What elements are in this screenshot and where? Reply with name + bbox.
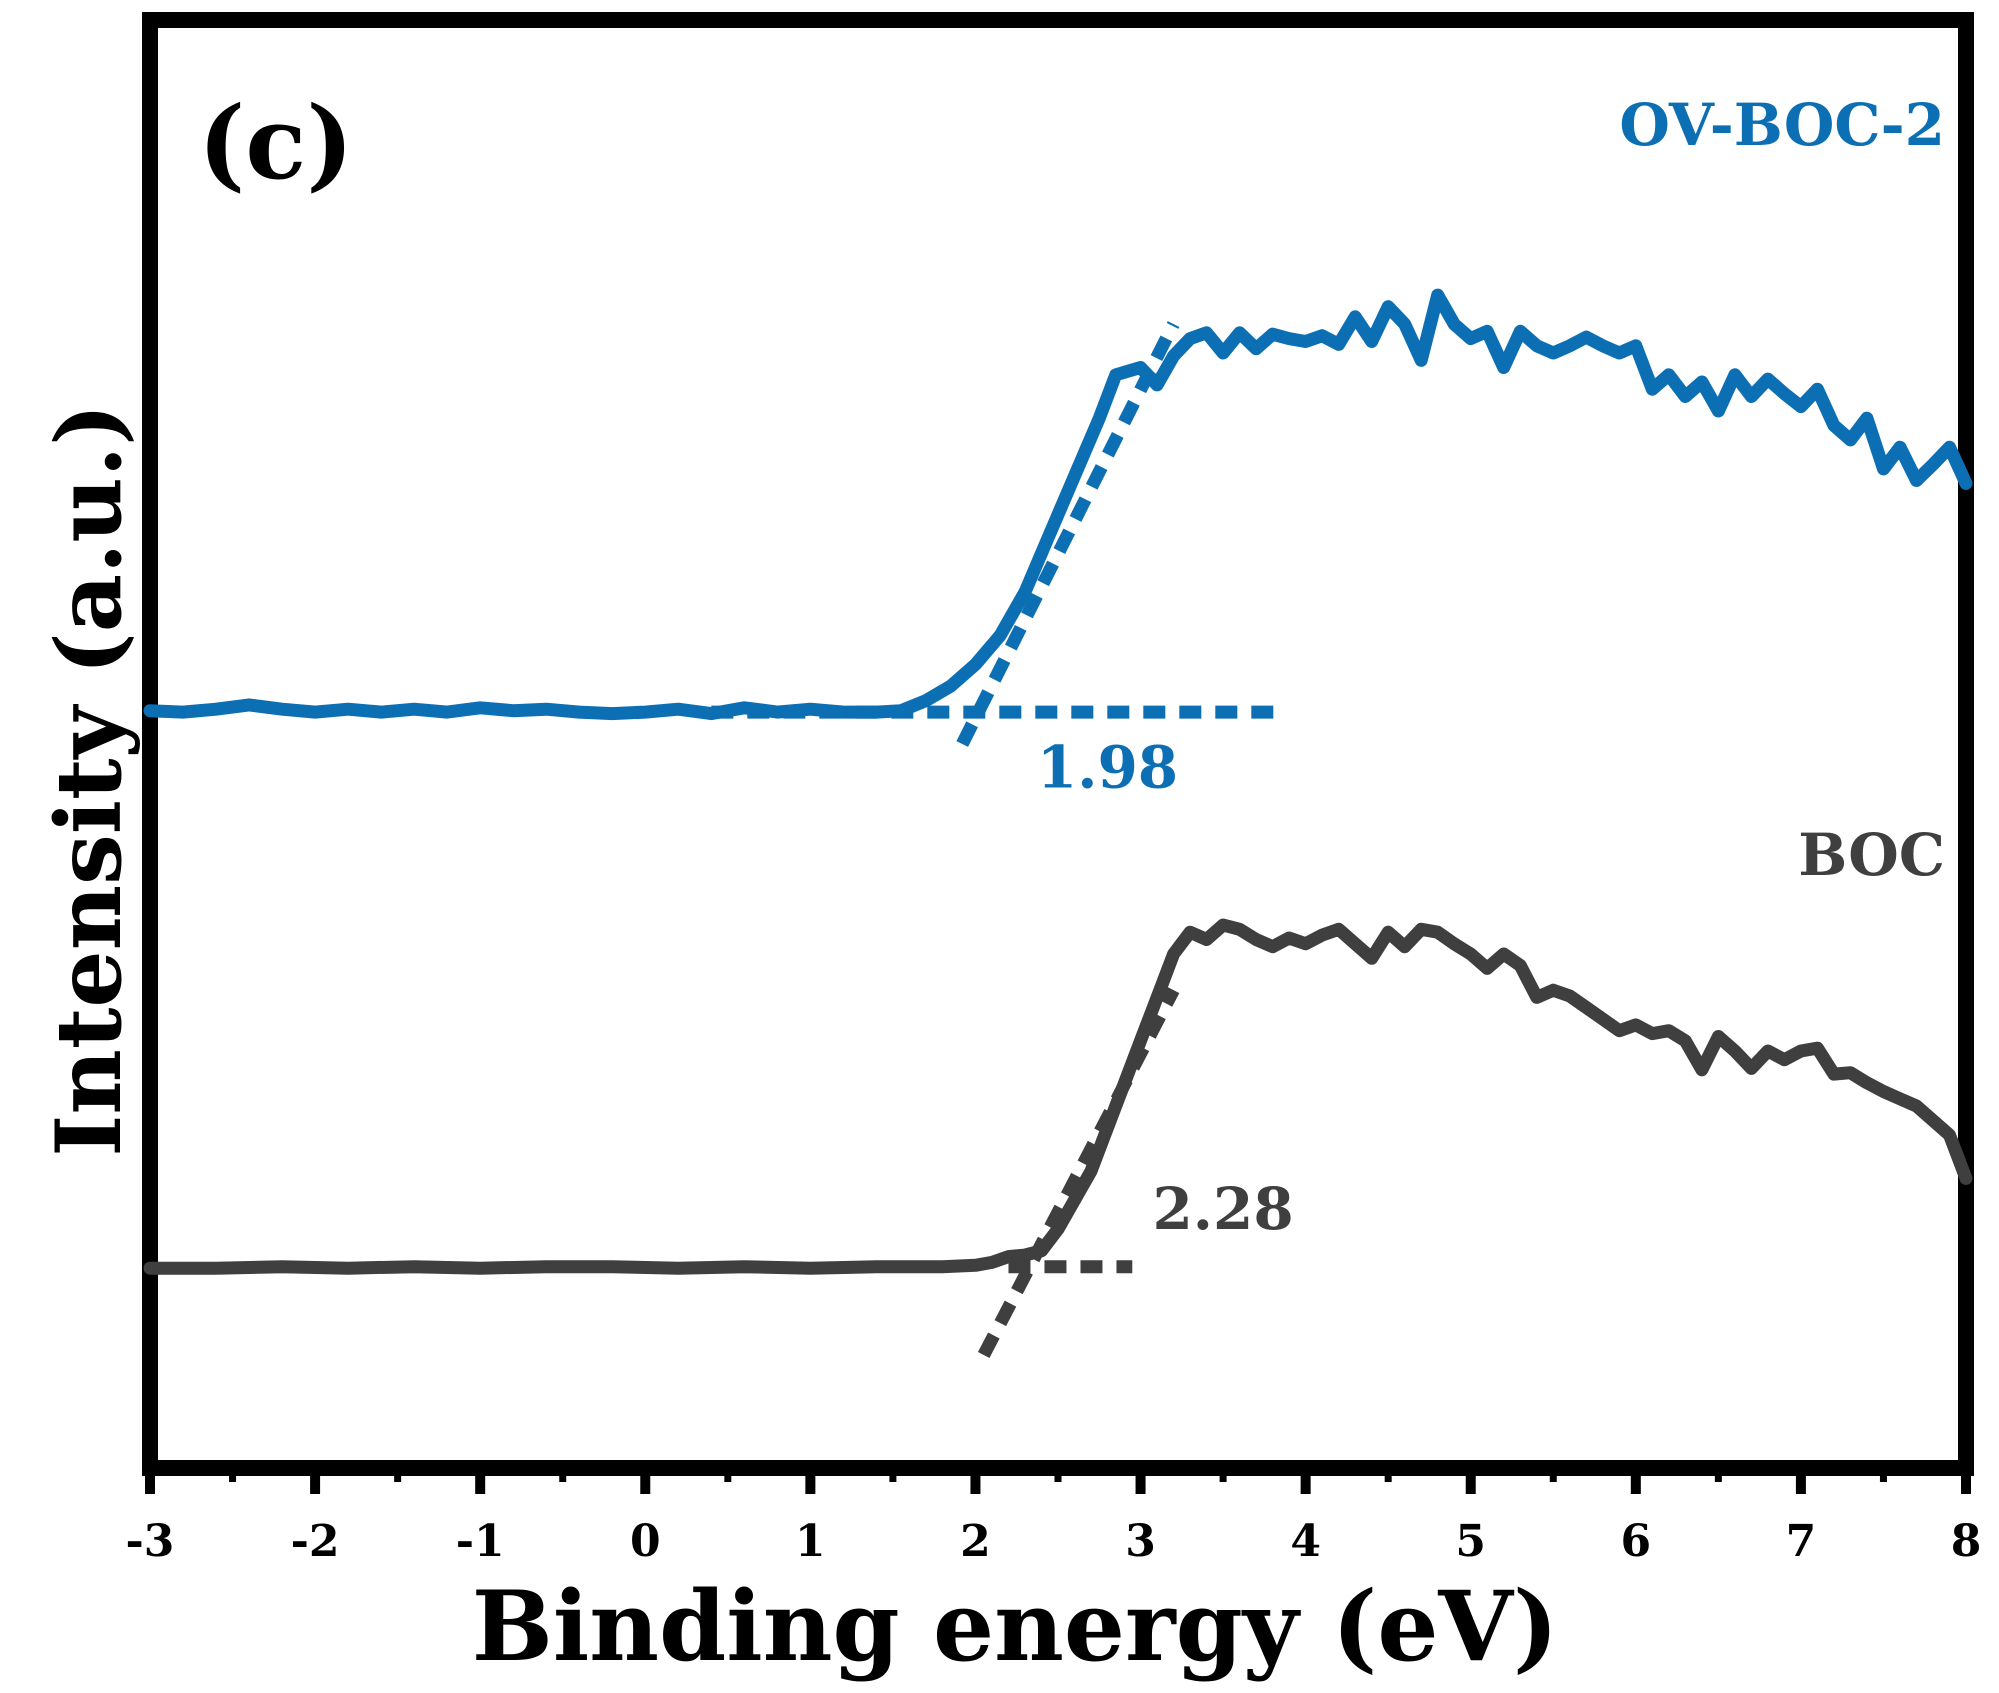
y-axis-label: Intensity (a.u.) — [36, 403, 142, 1156]
x-tick-label-4: 1 — [795, 1516, 826, 1567]
x-tick-label-7: 4 — [1290, 1516, 1321, 1567]
x-tick-label-5: 2 — [960, 1516, 991, 1567]
minor-ticks-group — [229, 1468, 1887, 1482]
tangent-slope-ov-boc-2 — [956, 321, 1180, 747]
series-lines-group — [143, 288, 1973, 1275]
series-line-boc — [143, 918, 1973, 1275]
series-label-boc: BOC — [1798, 821, 1945, 889]
x-tick-label-9: 6 — [1621, 1516, 1652, 1567]
panel-label: (c) — [198, 84, 354, 202]
x-tick-label-3: 0 — [630, 1516, 661, 1567]
annotation-value-2-28: 2.28 — [1152, 1175, 1293, 1243]
series-line-ov-boc-2 — [143, 288, 1973, 721]
x-tick-label-10: 7 — [1786, 1516, 1817, 1567]
x-tick-label-11: 8 — [1951, 1516, 1982, 1567]
x-axis-label: Binding energy (eV) — [472, 1570, 1559, 1683]
series-label-ov-boc-2: OV-BOC-2 — [1619, 91, 1945, 159]
x-tick-label-8: 5 — [1455, 1516, 1486, 1567]
x-tick-label-0: -3 — [126, 1516, 175, 1567]
annotation-value-1-98: 1.98 — [1037, 733, 1178, 801]
x-ticks-group — [145, 1468, 1971, 1494]
x-tick-labels-group: -3 -2 -1 0 1 2 3 4 5 6 7 8 — [126, 1516, 1982, 1567]
x-tick-label-2: -1 — [456, 1516, 505, 1567]
x-tick-label-6: 3 — [1125, 1516, 1156, 1567]
x-tick-label-1: -2 — [291, 1516, 340, 1567]
